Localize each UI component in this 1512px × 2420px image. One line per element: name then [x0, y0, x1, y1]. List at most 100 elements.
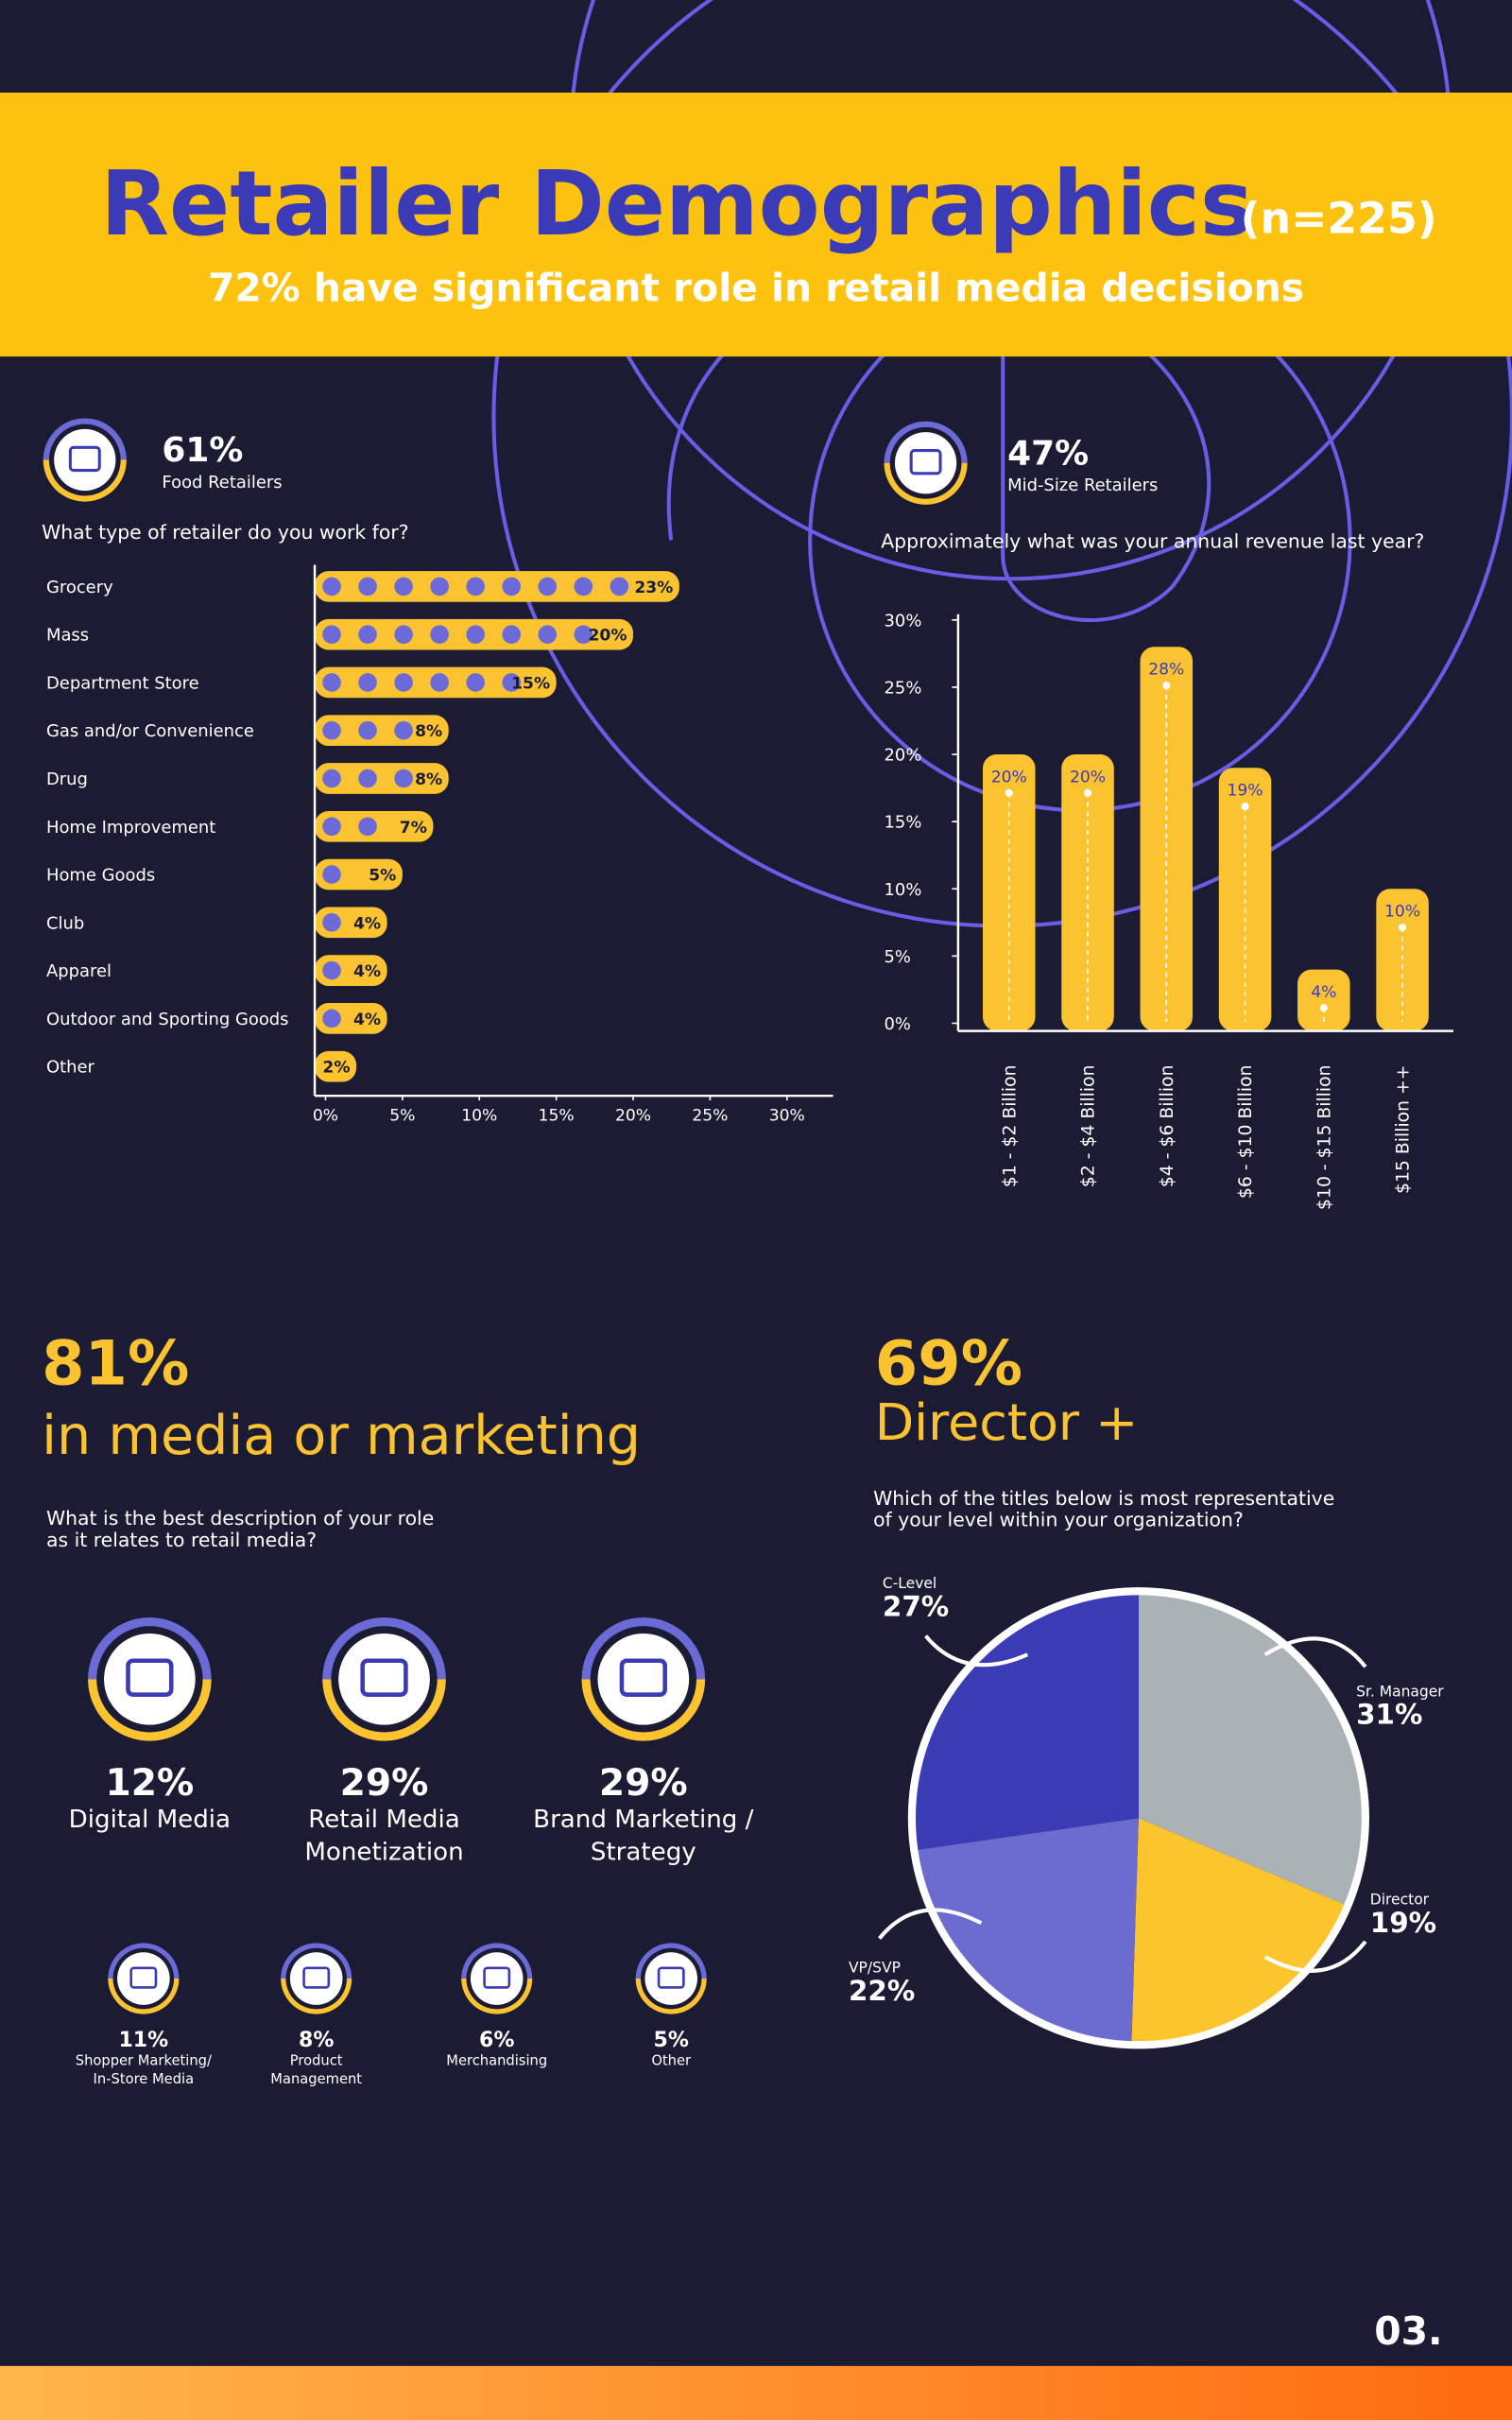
y-tick-label: 15% [885, 813, 922, 833]
bar-dot [358, 817, 377, 837]
icon-face [54, 428, 116, 492]
icon-face [104, 1634, 196, 1725]
value-label: 15% [511, 674, 550, 693]
role-value: 12% [105, 1762, 194, 1805]
bar-dot [430, 625, 449, 644]
x-tick-label: 10% [461, 1106, 497, 1125]
value-label: 7% [400, 819, 427, 838]
bar-dot [394, 625, 413, 644]
footer-band [0, 2365, 1512, 2420]
y-tick-label: 10% [885, 880, 922, 900]
pie-slice [914, 1818, 1139, 2046]
bar-dot [502, 625, 522, 644]
category-label: Grocery [46, 578, 113, 597]
bar-dot [322, 769, 341, 788]
category-label: Other [46, 1058, 95, 1078]
bar-dot [358, 769, 377, 788]
bar-dot [394, 720, 413, 740]
value-label: 23% [634, 579, 673, 597]
category-label: Mass [46, 626, 89, 646]
icon-glyph [657, 1966, 685, 1989]
x-tick-label: 30% [769, 1106, 805, 1125]
x-tick-label: 25% [692, 1106, 728, 1125]
chart-question: Which of the titles below is most repres… [873, 1487, 1334, 1510]
category-label: Gas and/or Convenience [46, 721, 254, 741]
bar-dot [430, 577, 449, 596]
bar [1297, 969, 1350, 1031]
icon-face [338, 1634, 430, 1725]
value-label: 2% [322, 1059, 350, 1078]
sample-size: (n=225) [1241, 194, 1437, 244]
stat-value: 69% [875, 1327, 1022, 1399]
bar-dot [610, 577, 629, 596]
icon-glyph [360, 1658, 408, 1697]
bar-dot [322, 865, 341, 884]
category-label: Apparel [46, 961, 112, 981]
slice-label: Sr. Manager [1356, 1683, 1444, 1700]
stat-value: 81% [42, 1327, 189, 1399]
header-band [0, 92, 1512, 357]
stat-label: Mid-Size Retailers [1007, 475, 1158, 495]
stat-label: Food Retailers [162, 473, 282, 493]
chart-question: What type of retailer do you work for? [42, 521, 408, 544]
role-label: Merchandising [446, 2052, 547, 2068]
bar-dot [322, 577, 341, 596]
slice-label: Director [1370, 1892, 1430, 1909]
bar-dot [574, 577, 593, 596]
category-label: $2 - $4 Billion [1079, 1065, 1099, 1188]
value-label: 20% [991, 768, 1027, 786]
bar-dot [394, 577, 413, 596]
y-tick-label: 25% [885, 678, 922, 698]
bar-dot [322, 960, 341, 980]
bar-dot [1241, 803, 1249, 811]
bar-dot [322, 673, 341, 692]
role-value: 29% [340, 1762, 429, 1805]
bar-dot [394, 673, 413, 692]
role-label: Brand Marketing / [533, 1806, 753, 1834]
roles-question: as it relates to retail media? [46, 1529, 317, 1551]
value-label: 5% [369, 867, 396, 886]
value-label: 20% [1070, 768, 1106, 786]
bar [315, 763, 449, 794]
category-label: $4 - $6 Billion [1158, 1065, 1177, 1188]
slice-value: 22% [849, 1975, 915, 2007]
bar-dot [502, 577, 522, 596]
value-label: 8% [415, 770, 442, 789]
pie-rim [907, 1587, 1369, 2049]
stat-value: 47% [1007, 434, 1089, 473]
x-tick-label: 15% [539, 1106, 575, 1125]
bar [315, 715, 449, 747]
bar-dot [1005, 788, 1013, 797]
bar-dot [322, 720, 341, 740]
icon-glyph [483, 1966, 511, 1989]
stat-label: Director + [875, 1392, 1139, 1452]
role-label: Management [270, 2071, 362, 2087]
stat-value: 61% [162, 431, 243, 470]
value-label: 19% [1228, 782, 1263, 801]
bar-dot [502, 673, 522, 692]
icon-face [470, 1952, 524, 2005]
bar-dot [1399, 923, 1407, 932]
category-label: Outdoor and Sporting Goods [46, 1010, 289, 1029]
x-tick-label: 0% [313, 1106, 338, 1125]
icon-face [644, 1952, 697, 2005]
bar [1140, 647, 1194, 1031]
bar-dot [1162, 682, 1171, 690]
y-tick-label: 0% [885, 1014, 911, 1034]
slice-value: 19% [1370, 1907, 1436, 1939]
chart-question: of your level within your organization? [873, 1509, 1244, 1531]
slice-arrow [1263, 1940, 1367, 1973]
bar-dot [538, 577, 558, 596]
page-number: 03. [1374, 2308, 1442, 2354]
role-value: 6% [479, 2029, 514, 2052]
value-label: 10% [1384, 903, 1420, 922]
stat-label: in media or marketing [42, 1405, 641, 1467]
role-label: Shopper Marketing/ [76, 2052, 212, 2068]
value-label: 4% [353, 962, 381, 981]
role-value: 5% [654, 2029, 689, 2052]
category-label: Drug [46, 769, 88, 789]
icon-glyph [126, 1658, 174, 1697]
role-value: 11% [118, 2029, 168, 2052]
